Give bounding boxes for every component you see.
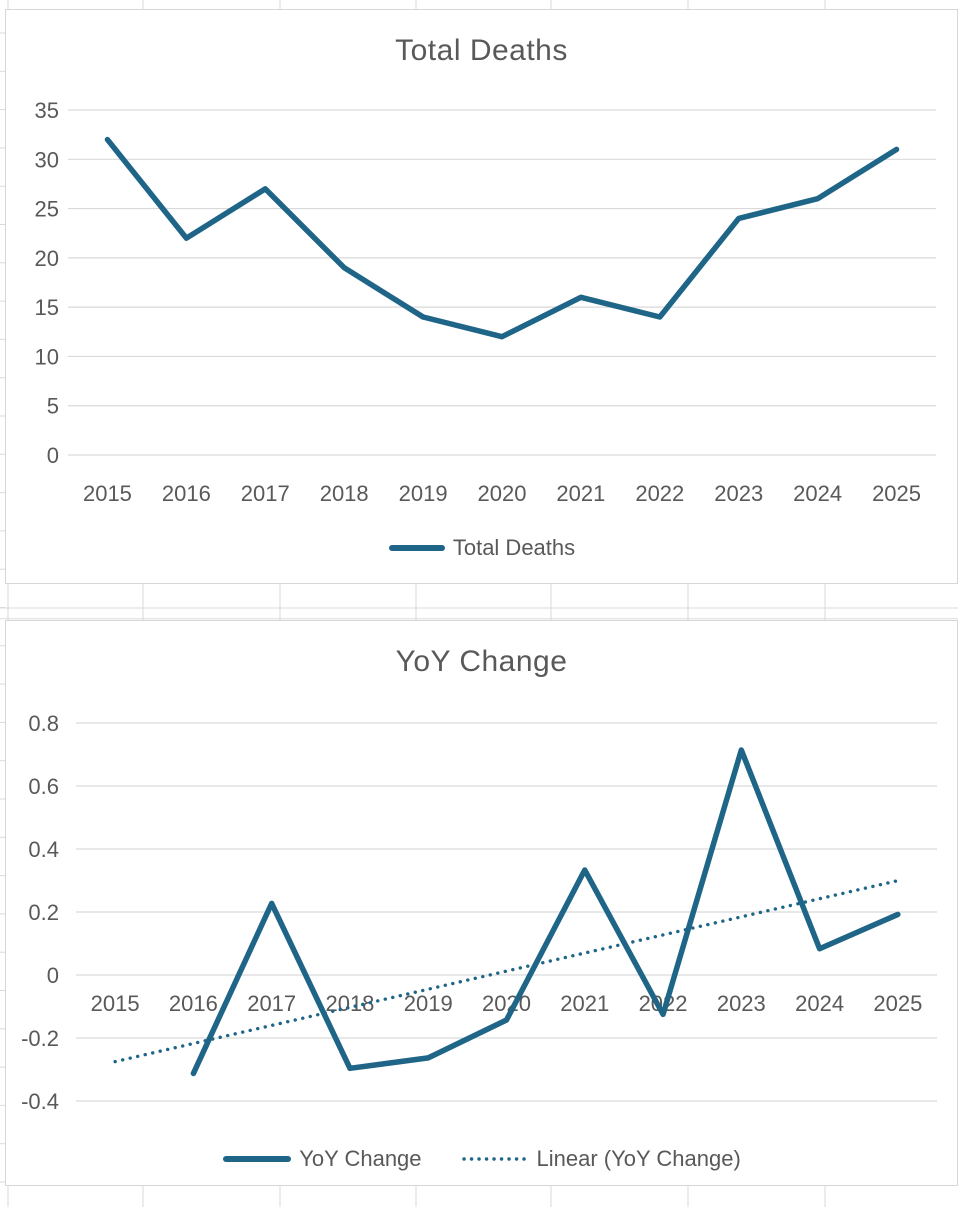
- series-line[interactable]: [104, 136, 900, 340]
- x-axis-tick-label: 2020: [482, 991, 531, 1016]
- legend-label: Linear (YoY Change): [536, 1146, 741, 1171]
- legend-label: YoY Change: [299, 1146, 422, 1171]
- series-line[interactable]: [190, 747, 901, 1077]
- y-axis-tick-label: 0.2: [28, 900, 59, 925]
- total-deaths-chart[interactable]: Total Deaths 35 30 25 20 15 10 5 0 2015 2016 2017 2…: [5, 9, 958, 584]
- x-axis-tick-label: 2015: [91, 991, 140, 1016]
- x-axis-tick-label: 2024: [793, 481, 842, 506]
- y-axis-tick-label: 0.6: [28, 774, 59, 799]
- x-axis-tick-label: 2021: [556, 481, 605, 506]
- legend-item[interactable]: Linear (YoY Change): [460, 1146, 741, 1172]
- y-axis-tick-label: 30: [35, 147, 59, 172]
- legend-line-swatch: [223, 1156, 292, 1162]
- y-axis-tick-label: 0.4: [28, 837, 59, 862]
- trendline[interactable]: [113, 878, 900, 1064]
- x-axis-tick-label: 2019: [399, 481, 448, 506]
- y-axis-tick-label: -0.4: [21, 1089, 59, 1114]
- x-axis-tick-label: 2024: [795, 991, 844, 1016]
- x-axis-tick-label: 2016: [169, 991, 218, 1016]
- y-axis-tick-label: 10: [35, 344, 59, 369]
- x-axis-tick-label: 2022: [635, 481, 684, 506]
- y-axis-tick-label: 0.8: [28, 711, 59, 736]
- chart-title: Total Deaths: [395, 34, 568, 67]
- x-axis-tick-label: 2021: [560, 991, 609, 1016]
- y-axis-tick-label: 25: [35, 197, 59, 222]
- x-axis-tick-label: 2018: [320, 481, 369, 506]
- y-axis-tick-label: 0: [47, 963, 59, 988]
- x-axis-tick-label: 2015: [83, 481, 132, 506]
- x-axis-tick-label: 2023: [717, 991, 766, 1016]
- legend-line-swatch: [388, 545, 445, 551]
- x-axis-tick-label: 2020: [478, 481, 527, 506]
- yoy-change-chart[interactable]: YoY Change 0.8 0.6 0.4 0.2 0 -0.2 -0.4 2015 2016…: [5, 620, 958, 1186]
- x-axis-tick-label: 2023: [714, 481, 763, 506]
- y-axis-tick-label: 20: [35, 246, 59, 271]
- y-axis-tick-label: -0.2: [21, 1026, 59, 1051]
- x-axis-tick-label: 2019: [404, 991, 453, 1016]
- legend-item[interactable]: YoY Change: [222, 1146, 422, 1172]
- chart-title: YoY Change: [395, 645, 568, 678]
- x-axis-tick-label: 2017: [247, 991, 296, 1016]
- legend-item[interactable]: Total Deaths: [388, 535, 575, 561]
- y-axis-tick-label: 15: [35, 295, 59, 320]
- legend-label: Total Deaths: [452, 535, 576, 560]
- x-axis-tick-label: 2017: [241, 481, 290, 506]
- x-axis-tick-label: 2016: [162, 481, 211, 506]
- legend-dotted-line-swatch: [461, 1157, 528, 1161]
- y-axis-tick-label: 35: [35, 98, 59, 123]
- legend[interactable]: Total Deaths: [6, 534, 957, 562]
- y-axis-tick-label: 0: [47, 443, 59, 468]
- y-axis-tick-label: 5: [47, 394, 59, 419]
- x-axis-tick-label: 2025: [872, 481, 921, 506]
- x-axis-tick-label: 2025: [873, 991, 922, 1016]
- legend[interactable]: YoY Change Linear (YoY Change): [6, 1145, 957, 1173]
